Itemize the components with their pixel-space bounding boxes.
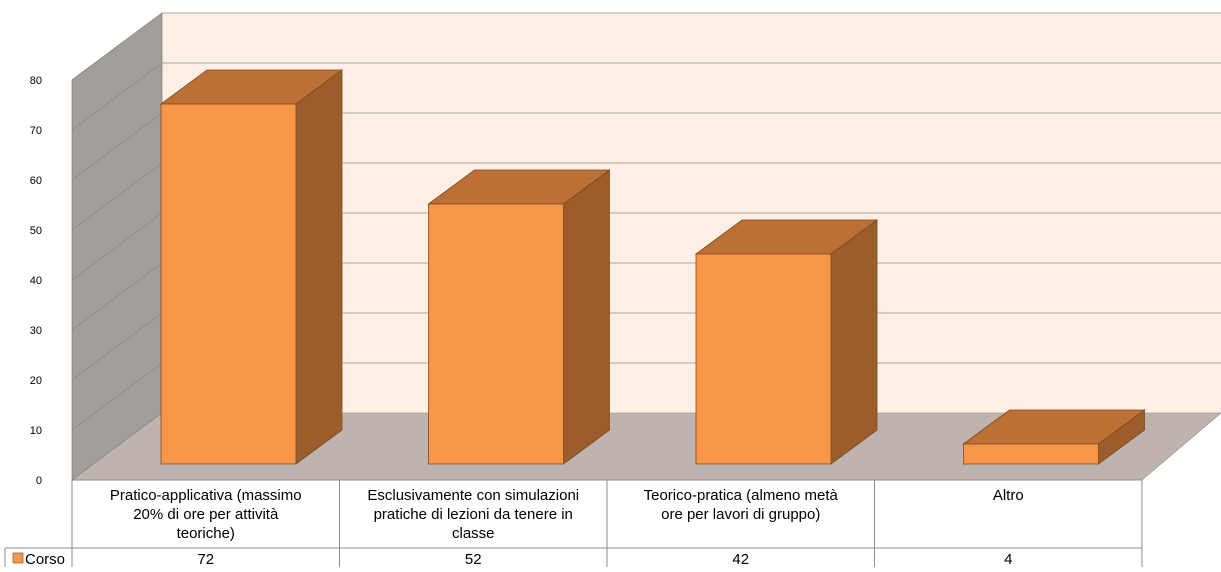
category-label: ore per lavori di gruppo) [661, 506, 820, 523]
category-label: teoriche) [177, 525, 235, 542]
y-tick-label: 0 [36, 475, 42, 487]
y-tick-label: 60 [30, 175, 42, 187]
data-label: 42 [732, 551, 749, 567]
y-tick-label: 30 [30, 325, 42, 337]
data-label: 72 [197, 551, 214, 567]
y-tick-label: 70 [30, 125, 42, 137]
y-tick-label: 20 [30, 375, 42, 387]
y-tick-label: 40 [30, 275, 42, 287]
y-tick-label: 80 [30, 75, 42, 87]
category-label: Pratico-applicativa (massimo [110, 487, 302, 504]
bar-side [563, 169, 610, 465]
bar [963, 443, 1099, 465]
bar [428, 203, 564, 465]
bar [160, 103, 297, 465]
category-label: pratiche di lezioni da tenere in [374, 506, 573, 523]
gridline [71, 12, 1221, 81]
y-tick-label: 10 [30, 425, 42, 437]
y-tick-label: 50 [30, 225, 42, 237]
data-label: 52 [465, 551, 482, 567]
category-label: Teorico-pratica (almeno metà [644, 487, 839, 504]
bar-side [295, 69, 343, 465]
data-label: 4 [1004, 551, 1012, 567]
bar-side [830, 219, 878, 465]
legend-swatch [12, 552, 24, 564]
category-label: Altro [993, 487, 1024, 504]
gridline [71, 62, 1221, 131]
bar [695, 253, 832, 465]
category-label: 20% di ore per attività [133, 506, 279, 523]
legend-label: Corso [25, 551, 65, 567]
category-label: Esclusivamente con simulazioni [367, 487, 579, 504]
category-label: classe [452, 525, 495, 542]
